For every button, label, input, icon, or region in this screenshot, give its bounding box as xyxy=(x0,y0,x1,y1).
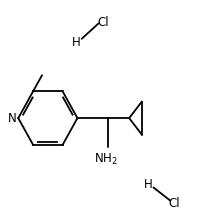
Text: H: H xyxy=(144,178,153,191)
Text: Cl: Cl xyxy=(169,197,180,210)
Text: H: H xyxy=(72,36,81,49)
Text: Cl: Cl xyxy=(97,16,108,29)
Text: N: N xyxy=(8,112,17,125)
Text: NH$_2$: NH$_2$ xyxy=(94,152,118,167)
